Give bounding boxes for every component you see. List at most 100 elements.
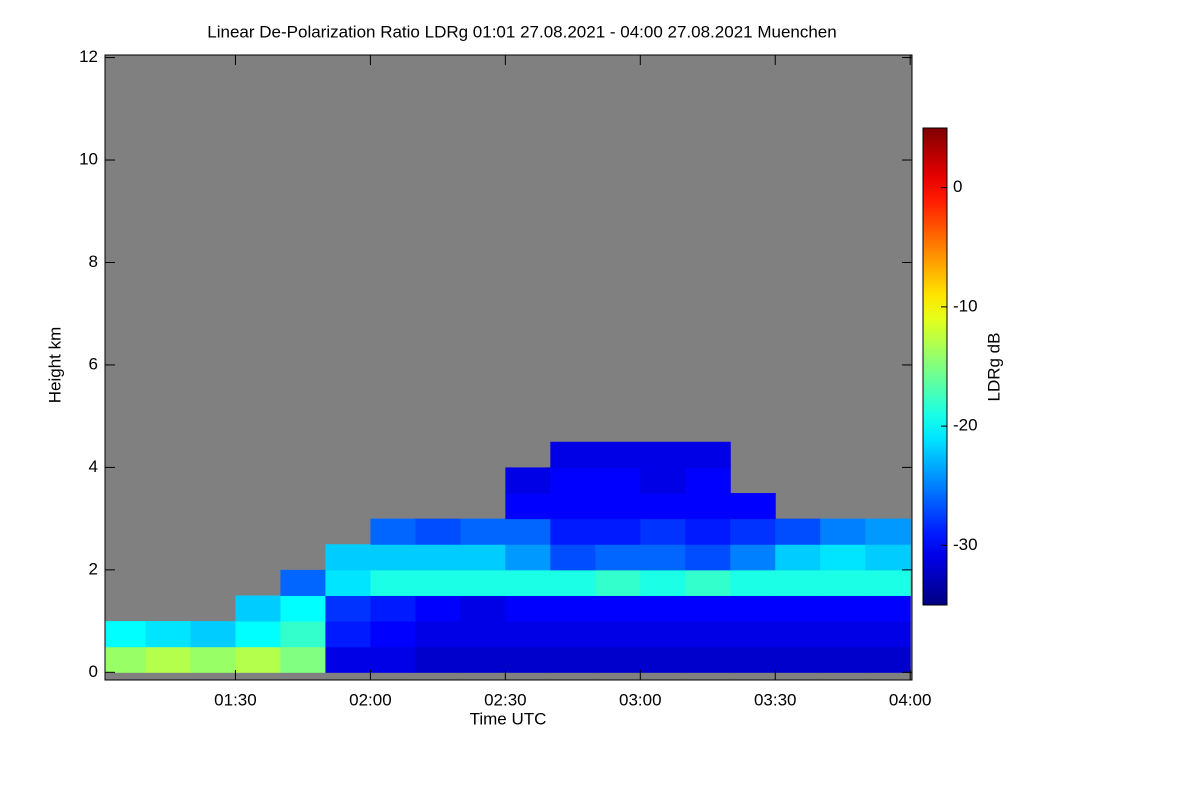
heatmap-cell (595, 544, 641, 571)
heatmap-cell (105, 621, 146, 648)
heatmap-cell (505, 493, 551, 520)
heatmap-cell (640, 493, 686, 520)
heatmap-cell (370, 569, 416, 596)
y-tick-label: 10 (79, 150, 98, 169)
heatmap-cell (415, 621, 461, 648)
heatmap-cell (595, 621, 641, 648)
heatmap-cell (505, 646, 551, 673)
heatmap-cell (685, 569, 731, 596)
heatmap-cell (235, 621, 281, 648)
heatmap-cell (460, 518, 506, 545)
heatmap-cell (685, 518, 731, 545)
x-tick-label: 04:00 (889, 690, 932, 709)
heatmap-cell (190, 646, 236, 673)
heatmap-cell (550, 467, 596, 494)
heatmap-cell (550, 441, 596, 468)
heatmap-cell (865, 544, 911, 571)
heatmap-cell (415, 569, 461, 596)
plot-frame (104, 54, 913, 681)
heatmap-cell (685, 467, 731, 494)
heatmap-cell (730, 544, 776, 571)
heatmap-cell (505, 621, 551, 648)
x-tick-label: 01:30 (214, 690, 257, 709)
heatmap-cell (370, 544, 416, 571)
colorbar (922, 127, 948, 606)
colorbar-tick-label: -10 (953, 296, 978, 315)
heatmap-cell (370, 646, 416, 673)
heatmap-cell (550, 544, 596, 571)
heatmap-cell (640, 544, 686, 571)
heatmap-cell (550, 621, 596, 648)
heatmap-cell (325, 544, 371, 571)
heatmap-cell (640, 621, 686, 648)
heatmap-cell (640, 441, 686, 468)
heatmap-cell (685, 646, 731, 673)
heatmap-cell (505, 518, 551, 545)
heatmap-cell (730, 569, 776, 596)
x-tick-label: 02:30 (484, 690, 527, 709)
heatmap-cell (105, 646, 146, 673)
colorbar-tick-label: -30 (953, 535, 978, 554)
heatmap-cell (595, 518, 641, 545)
heatmap-cell (325, 621, 371, 648)
heatmap-cell (370, 621, 416, 648)
heatmap-cell (865, 646, 911, 673)
heatmap-cell (730, 621, 776, 648)
heatmap-cell (370, 595, 416, 622)
y-tick-label: 12 (79, 47, 98, 66)
y-tick-label: 0 (89, 662, 98, 681)
heatmap-cell (505, 467, 551, 494)
heatmap-cell (640, 595, 686, 622)
heatmap-cell (595, 646, 641, 673)
y-axis-label: Height km (45, 327, 64, 404)
heatmap-cell (145, 646, 191, 673)
plot-area (105, 55, 912, 680)
heatmap-cell (640, 467, 686, 494)
heatmap-cell (325, 646, 371, 673)
heatmap-cell (820, 646, 866, 673)
chart-title: Linear De-Polarization Ratio LDRg 01:01 … (207, 22, 836, 41)
heatmap-cell (640, 569, 686, 596)
heatmap-cell (505, 544, 551, 571)
heatmap-cell (505, 569, 551, 596)
heatmap-cell (865, 518, 911, 545)
heatmap-cell (595, 493, 641, 520)
x-tick-label: 03:00 (619, 690, 662, 709)
heatmap-cell (280, 569, 326, 596)
heatmap-cell (730, 518, 776, 545)
heatmap-cell (460, 595, 506, 622)
heatmap-cell (460, 621, 506, 648)
heatmap-cell (415, 544, 461, 571)
heatmap-cell (280, 621, 326, 648)
heatmap-cell (865, 569, 911, 596)
heatmap-cell (325, 569, 371, 596)
heatmap-cell (865, 595, 911, 622)
y-tick-label: 8 (89, 252, 98, 271)
heatmap-cell (415, 518, 461, 545)
heatmap-cell (775, 569, 821, 596)
heatmap-cell (550, 569, 596, 596)
heatmap-cell (550, 595, 596, 622)
heatmap-cell (595, 467, 641, 494)
heatmap-cell (460, 646, 506, 673)
heatmap-cell (685, 441, 731, 468)
heatmap-cell (280, 595, 326, 622)
y-tick-label: 4 (89, 457, 98, 476)
heatmap-cell (775, 646, 821, 673)
colorbar-label: LDRg dB (984, 333, 1003, 402)
x-tick-label: 03:30 (754, 690, 797, 709)
heatmap-cell (325, 595, 371, 622)
y-tick-label: 2 (89, 559, 98, 578)
y-tick-label: 6 (89, 354, 98, 373)
heatmap-cell (820, 518, 866, 545)
heatmap-cell (730, 493, 776, 520)
heatmap-cell (235, 595, 281, 622)
heatmap-cell (550, 493, 596, 520)
x-axis-label: Time UTC (470, 709, 547, 728)
heatmap-cell (460, 569, 506, 596)
heatmap-cell (235, 646, 281, 673)
heatmap-cell (685, 621, 731, 648)
heatmap-cell (370, 518, 416, 545)
heatmap-cell (595, 441, 641, 468)
heatmap-cell (280, 646, 326, 673)
